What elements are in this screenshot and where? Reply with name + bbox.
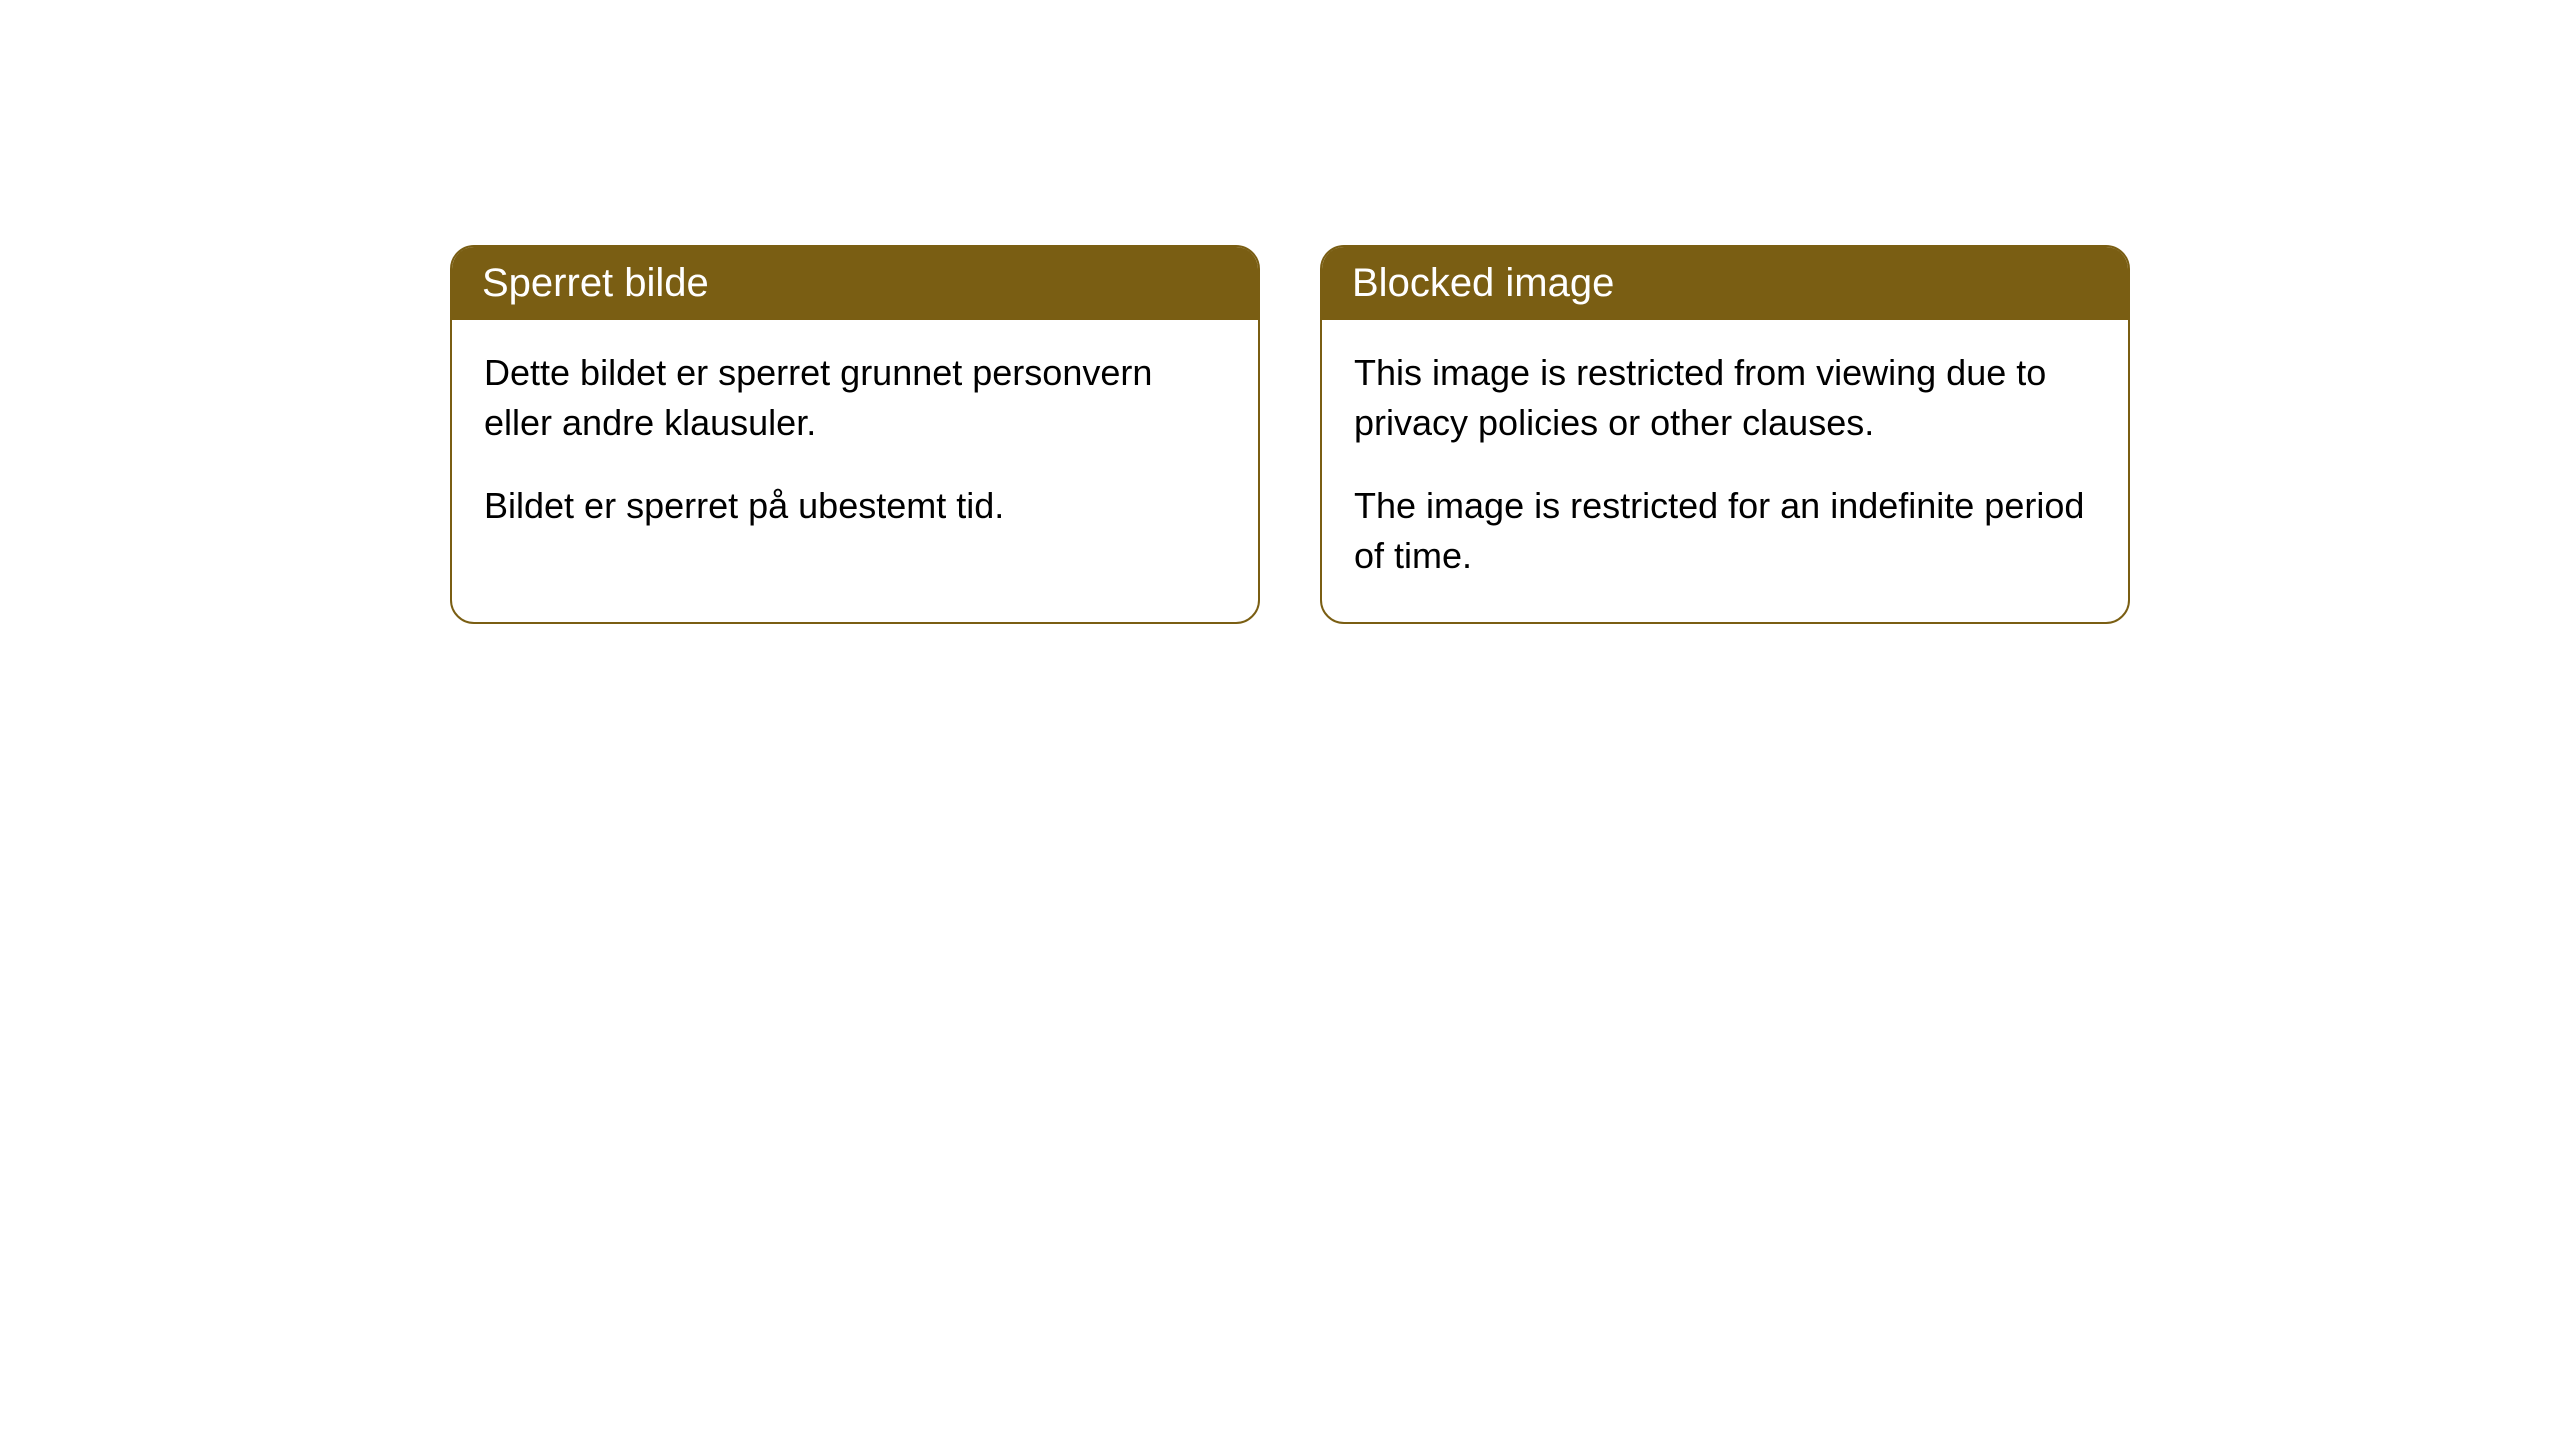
notice-header-english: Blocked image [1322,247,2128,320]
notice-container: Sperret bilde Dette bildet er sperret gr… [0,0,2560,624]
notice-paragraph: The image is restricted for an indefinit… [1354,481,2096,582]
notice-box-norwegian: Sperret bilde Dette bildet er sperret gr… [450,245,1260,624]
notice-paragraph: Bildet er sperret på ubestemt tid. [484,481,1226,531]
notice-header-norwegian: Sperret bilde [452,247,1258,320]
notice-box-english: Blocked image This image is restricted f… [1320,245,2130,624]
notice-paragraph: Dette bildet er sperret grunnet personve… [484,348,1226,449]
notice-paragraph: This image is restricted from viewing du… [1354,348,2096,449]
notice-body-norwegian: Dette bildet er sperret grunnet personve… [452,320,1258,571]
notice-body-english: This image is restricted from viewing du… [1322,320,2128,622]
